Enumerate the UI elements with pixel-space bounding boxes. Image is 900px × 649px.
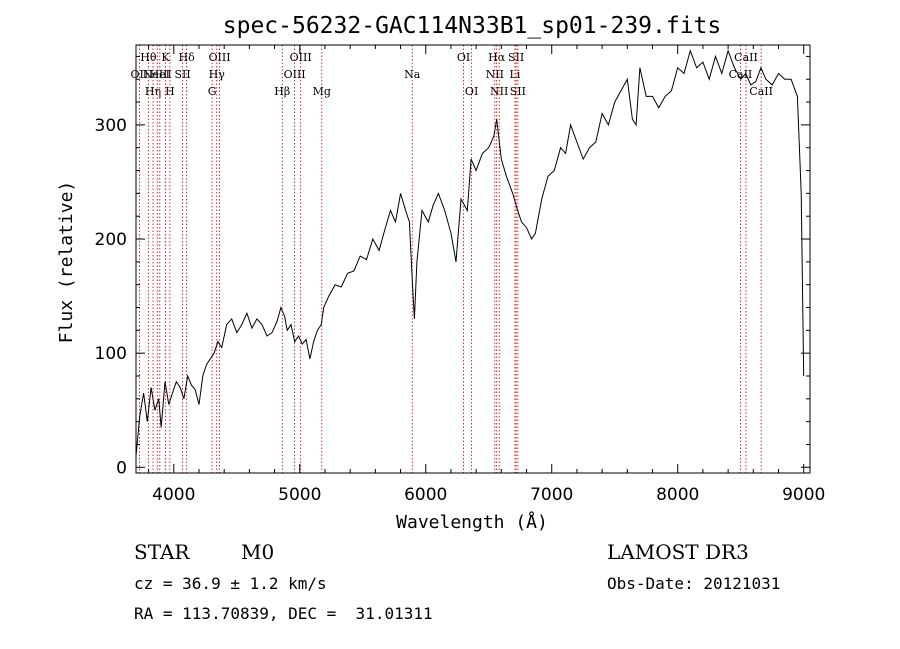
spectral-line-label: K	[161, 51, 170, 64]
x-tick-label: 9000	[782, 485, 825, 505]
spectral-line-label: Hα	[488, 51, 506, 64]
spectral-line-label: SII	[508, 51, 524, 64]
spectral-line-label: CaII	[749, 85, 773, 98]
survey-name: LAMOST DR3	[607, 540, 749, 564]
spectral-line-label: Hγ	[209, 68, 226, 81]
spectral-line-label: Hθ	[140, 51, 157, 64]
y-tick-label: 100	[95, 344, 127, 364]
spectral-line-label: OIII	[208, 51, 230, 64]
subclass: M0	[241, 540, 275, 564]
object-type: STAR	[134, 540, 190, 564]
spectral-line-label: NeIII	[143, 68, 172, 81]
spectral-line-label: OI	[465, 85, 478, 98]
chart-title: spec-56232-GAC114N33B1_sp01-239.fits	[223, 13, 722, 39]
spectral-line-label: G	[208, 85, 217, 98]
spectral-line-label: Li	[510, 68, 521, 81]
spectral-line-label: Hβ	[274, 85, 290, 98]
spectral-line-label: OI	[457, 51, 470, 64]
y-axis-label: Flux (relative)	[56, 181, 77, 344]
spectral-line-label: SII	[510, 85, 526, 98]
spectral-line-label: Hδ	[179, 51, 196, 64]
coordinates: RA = 113.70839, DEC = 31.01311	[134, 604, 433, 623]
spectrum-chart: spec-56232-GAC114N33B1_sp01-239.fits OII…	[56, 13, 825, 533]
redshift-velocity: cz = 36.9 ± 1.2 km/s	[134, 574, 327, 593]
plot-frame	[135, 44, 811, 474]
spectral-line-label: OII	[131, 68, 149, 81]
spectral-line-label: OIII	[290, 51, 312, 64]
x-axis-label: Wavelength (Å)	[396, 511, 548, 533]
x-tick-label: 6000	[404, 485, 447, 505]
spectral-line-label: Na	[404, 68, 421, 81]
spectral-line-label: Hη	[145, 85, 161, 98]
x-tick-label: 7000	[530, 485, 573, 505]
spectrum-line	[135, 49, 805, 456]
y-tick-label: 200	[95, 230, 127, 250]
spectral-line-label: Mg	[313, 85, 331, 98]
x-tick-label: 4000	[152, 485, 195, 505]
spectral-line-label: SII	[174, 68, 190, 81]
x-tick-label: 8000	[656, 485, 699, 505]
y-tick-label: 0	[116, 458, 127, 478]
spectral-line-label: HeI	[150, 68, 170, 81]
y-tick-label: 300	[95, 116, 127, 136]
x-tick-label: 5000	[278, 485, 321, 505]
observation-date: Obs-Date: 20121031	[607, 574, 781, 593]
spectral-line-label: NII	[486, 68, 504, 81]
spectral-line-label: OIII	[284, 68, 306, 81]
spectral-line-label: CaII	[734, 51, 758, 64]
axis-ticks: 4000 5000 6000 7000 8000 9000 0 100 200 300	[95, 45, 825, 505]
spectral-line-label: H	[165, 85, 175, 98]
spectral-line-label: NII	[490, 85, 508, 98]
